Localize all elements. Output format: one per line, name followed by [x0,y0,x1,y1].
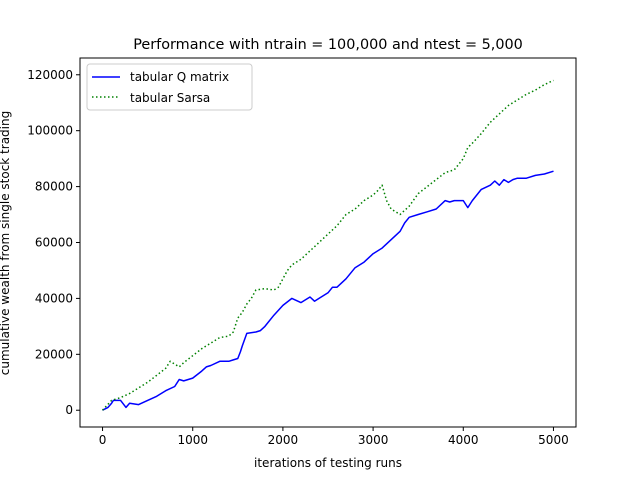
series-line-q-matrix [102,170,554,411]
series-layer [101,79,554,411]
x-axis-label: iterations of testing runs [254,456,402,470]
x-tick-label: 3000 [358,433,389,447]
legend-label-sarsa: tabular Sarsa [130,91,210,105]
y-axis-label: cumulative wealth from single stock trad… [0,111,12,375]
legend: tabular Q matrix tabular Sarsa [86,63,253,111]
x-tick-label: 5000 [538,433,569,447]
x-tick-label: 2000 [268,433,299,447]
y-tick-label: 120000 [27,68,73,82]
y-tick-label: 40000 [35,291,73,305]
legend-label-q-matrix: tabular Q matrix [130,70,229,84]
y-tick-label: 60000 [35,236,73,250]
y-tick-label: 80000 [35,180,73,194]
y-axis: 0 20000 40000 60000 80000 100000 120000 [27,68,80,417]
legend-box [86,63,253,111]
x-tick-label: 4000 [448,433,479,447]
y-tick-label: 0 [65,403,73,417]
y-tick-label: 100000 [27,124,73,138]
chart-title: Performance with ntrain = 100,000 and nt… [133,37,523,53]
x-tick-label: 1000 [177,433,208,447]
x-axis: 0 1000 2000 3000 4000 5000 [99,427,569,447]
x-tick-label: 0 [99,433,107,447]
y-tick-label: 20000 [35,347,73,361]
